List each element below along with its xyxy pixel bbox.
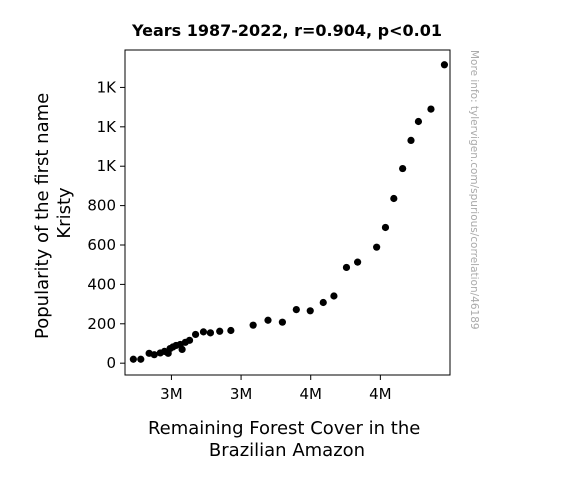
- data-point: [354, 258, 362, 266]
- data-point: [156, 349, 164, 357]
- x-tick-label: 3M: [230, 385, 253, 403]
- data-point: [414, 117, 423, 126]
- watermark: More info: tylervigen.com/spurious/corre…: [468, 50, 480, 330]
- data-point: [206, 329, 215, 337]
- data-point: [129, 355, 137, 363]
- x-axis-label: Remaining Forest Cover in the Brazilian …: [148, 418, 426, 461]
- data-point: [292, 306, 300, 314]
- data-point: [145, 349, 153, 357]
- data-point: [227, 326, 235, 335]
- y-tick-label: 0: [106, 354, 116, 372]
- y-tick-label: 200: [87, 315, 116, 333]
- y-axis-label-line-2: Kristy: [54, 187, 75, 239]
- data-point: [264, 316, 272, 324]
- x-axis-label-line-2: Brazilian Amazon: [209, 440, 365, 461]
- x-tick-label: 4M: [369, 385, 392, 403]
- data-point: [427, 105, 435, 113]
- data-point: [319, 298, 327, 307]
- x-axis-label-line-1: Remaining Forest Cover in the: [148, 418, 420, 439]
- data-point: [342, 263, 351, 272]
- plot-area: [124, 49, 451, 376]
- data-point: [440, 61, 449, 69]
- y-axis: 0 200 400 600 800 1K 1K 1K: [87, 78, 125, 372]
- data-point: [249, 321, 257, 329]
- data-point: [399, 164, 407, 173]
- x-tick-label: 4M: [299, 385, 322, 403]
- y-tick-label: 1K: [97, 157, 118, 175]
- y-axis-label-line-1: Popularity of the first name: [32, 93, 53, 339]
- y-tick-label: 600: [87, 236, 116, 254]
- plot-frame: [124, 49, 451, 376]
- chart-title: Years 1987-2022, r=0.904, p<0.01: [131, 21, 442, 40]
- y-tick-label: 800: [87, 197, 116, 215]
- y-tick-label: 1K: [97, 78, 118, 96]
- data-point: [330, 292, 338, 300]
- data-point: [278, 318, 286, 326]
- data-point: [407, 136, 415, 145]
- y-axis-label: Popularity of the first name Kristy: [32, 87, 75, 339]
- x-tick-label: 3M: [160, 385, 183, 403]
- data-point: [199, 328, 208, 336]
- data-point: [373, 243, 381, 251]
- y-tick-label: 400: [87, 275, 116, 293]
- data-point: [390, 194, 398, 203]
- data-point: [191, 330, 200, 339]
- y-tick-label: 1K: [97, 118, 118, 136]
- x-axis: 3M 3M 4M 4M: [160, 375, 392, 403]
- data-point: [216, 327, 224, 335]
- data-point: [137, 355, 145, 363]
- data-point: [306, 307, 314, 315]
- data-point: [381, 223, 390, 232]
